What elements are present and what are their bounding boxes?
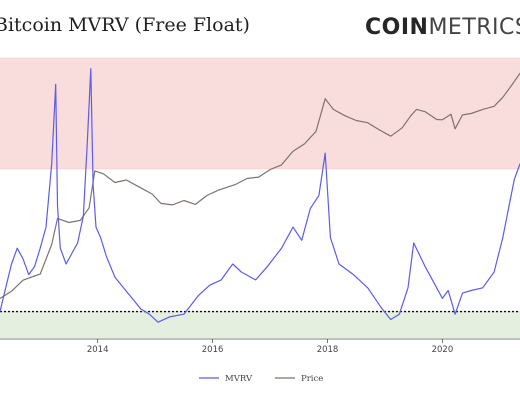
series-layer	[0, 67, 520, 323]
chart-title: Bitcoin MVRV (Free Float)	[0, 14, 250, 36]
band-undervalued	[0, 311, 520, 338]
mvrv-series-line	[0, 67, 520, 323]
price-series-line	[0, 72, 520, 300]
legend-label-mvrv: MVRV	[225, 374, 253, 384]
valuation-bands	[0, 57, 520, 338]
x-axis: 2014 2016 2018 2020	[0, 338, 520, 355]
x-tick-label: 2018	[317, 345, 339, 355]
x-tick-label: 2014	[87, 345, 109, 355]
logo-strong-text: COIN	[365, 15, 429, 40]
legend: MVRV Price	[199, 374, 323, 384]
x-tick-label: 2020	[432, 345, 454, 355]
logo-light-text: METRICS	[428, 15, 520, 40]
legend-label-price: Price	[301, 374, 323, 384]
band-neutral	[0, 168, 520, 312]
x-tick-label: 2016	[202, 345, 224, 355]
coinmetrics-logo: COINMETRICS	[365, 15, 520, 40]
band-overvalued	[0, 58, 520, 169]
